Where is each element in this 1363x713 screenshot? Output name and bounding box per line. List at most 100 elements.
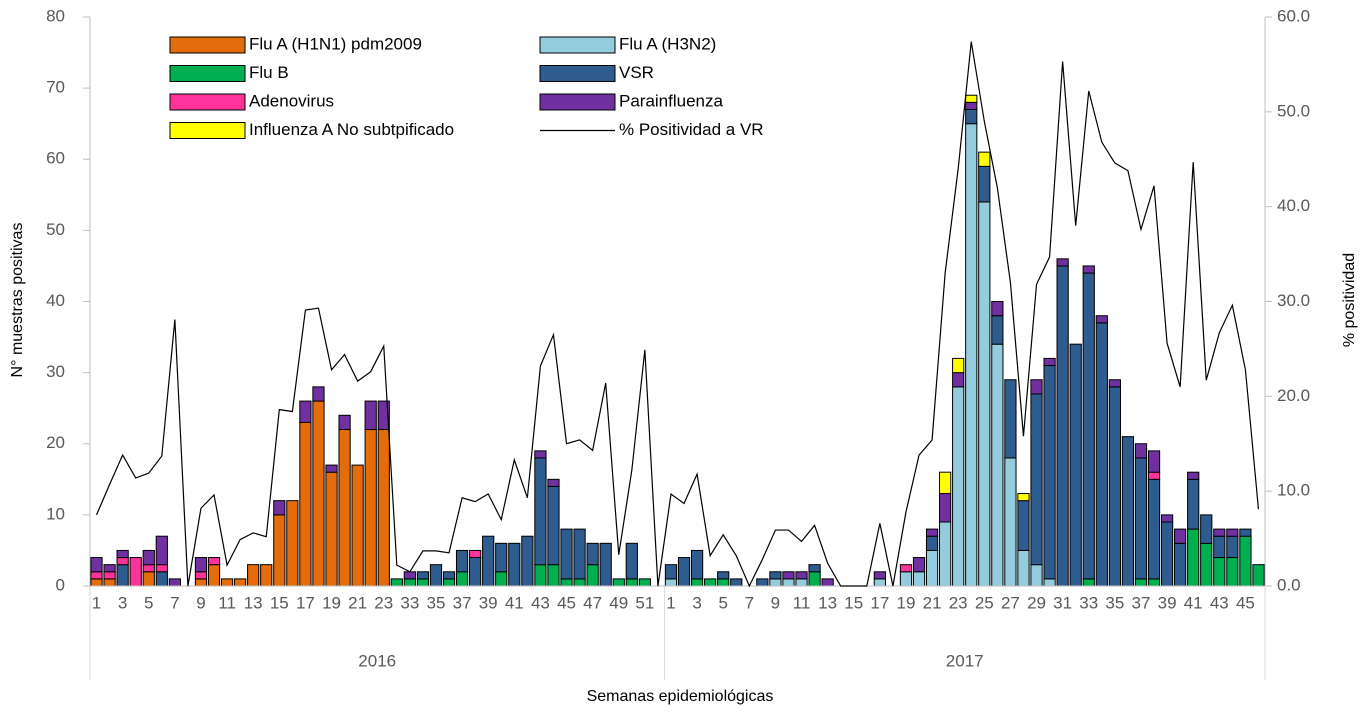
x-tick-label: 1 [92, 593, 101, 612]
bar [142, 549, 155, 566]
bar [1121, 436, 1135, 587]
bar [808, 571, 821, 587]
bar [103, 564, 116, 573]
bar [782, 578, 795, 587]
bar [1108, 379, 1121, 388]
bar [704, 578, 717, 587]
bar [90, 557, 103, 573]
x-tick-label: 43 [531, 593, 550, 612]
bar [873, 578, 886, 587]
bar [873, 571, 886, 580]
x-tick-label: 37 [1132, 593, 1151, 612]
bar [455, 549, 469, 573]
group-label: 2017 [946, 651, 984, 670]
bar [1160, 514, 1174, 523]
x-tick-label: 7 [745, 593, 754, 612]
x-tick-label: 39 [479, 593, 498, 612]
bar [325, 471, 338, 587]
legend-label: Flu A (H1N1) pdm2009 [249, 34, 422, 53]
bar [925, 549, 939, 587]
bar [664, 564, 678, 580]
x-tick-label: 51 [635, 593, 654, 612]
x-tick-label: 45 [1236, 593, 1255, 612]
bar [469, 557, 482, 587]
bar [690, 549, 704, 580]
x-tick-label: 31 [1053, 593, 1072, 612]
legend-swatch [539, 93, 616, 111]
y-tick-label: 0 [56, 575, 65, 594]
bar [795, 578, 808, 587]
bar [534, 564, 547, 587]
bar [1108, 386, 1121, 587]
bar [717, 578, 730, 587]
bar [1017, 549, 1030, 587]
bar [90, 578, 103, 587]
bar [377, 400, 390, 431]
legend-swatch [169, 122, 246, 139]
x-tick-label: 5 [718, 593, 727, 612]
x-tick-label: 23 [949, 593, 968, 612]
bar [1043, 578, 1056, 587]
bar [194, 571, 208, 580]
bar [730, 578, 743, 587]
bar [547, 564, 560, 587]
legend-label: Flu B [249, 63, 289, 82]
y-tick-label: 70 [46, 78, 65, 97]
bar [338, 414, 351, 431]
bar [129, 557, 142, 587]
bar [220, 578, 234, 587]
bar [455, 571, 469, 587]
y-tick-label: 50 [46, 220, 65, 239]
bar [612, 578, 625, 587]
bar [991, 315, 1004, 345]
x-tick-label: 21 [923, 593, 942, 612]
x-tick-label: 35 [1105, 593, 1124, 612]
y2-tick-label: 50.0 [1277, 101, 1310, 120]
bar [795, 571, 808, 580]
y-tick-label: 40 [46, 291, 65, 310]
y-tick-label: 30 [46, 362, 65, 381]
bar [939, 493, 952, 523]
x-tick-label: 17 [296, 593, 315, 612]
bar [416, 571, 430, 580]
bar [952, 357, 965, 374]
bar [207, 564, 221, 587]
y-tick-label: 60 [46, 149, 65, 168]
bar [155, 564, 168, 573]
y2-tick-label: 40.0 [1277, 196, 1310, 215]
bar [155, 535, 168, 566]
bar [821, 578, 834, 587]
bar [534, 450, 547, 459]
line [95, 41, 1260, 588]
bar [168, 578, 181, 587]
bar [364, 400, 377, 431]
bar [194, 557, 208, 573]
legend-swatch [169, 93, 246, 111]
bar [547, 485, 560, 566]
x-tick-label: 27 [1001, 593, 1020, 612]
y2-axis-title: % positividad [1341, 253, 1358, 347]
bar [1147, 578, 1161, 587]
bar [299, 400, 312, 423]
x-tick-label: 11 [793, 593, 811, 612]
bar [103, 578, 116, 587]
bar [1213, 535, 1226, 559]
x-tick-label: 41 [1184, 593, 1203, 612]
bar [469, 549, 482, 559]
legend-swatch [169, 36, 246, 54]
bar [273, 500, 286, 516]
x-axis-title: Semanas epidemiológicas [587, 688, 774, 705]
bar [286, 500, 299, 587]
bar [1056, 258, 1069, 267]
bar [560, 528, 573, 580]
bar [442, 571, 456, 580]
x-tick-label: 23 [374, 593, 393, 612]
x-tick-label: 1 [666, 593, 675, 612]
bar [638, 578, 651, 587]
x-tick-label: 33 [400, 593, 419, 612]
group-label: 2016 [358, 651, 396, 670]
legend-label: % Positividad a VR [619, 120, 764, 139]
bar [312, 386, 325, 402]
bar [325, 464, 338, 473]
